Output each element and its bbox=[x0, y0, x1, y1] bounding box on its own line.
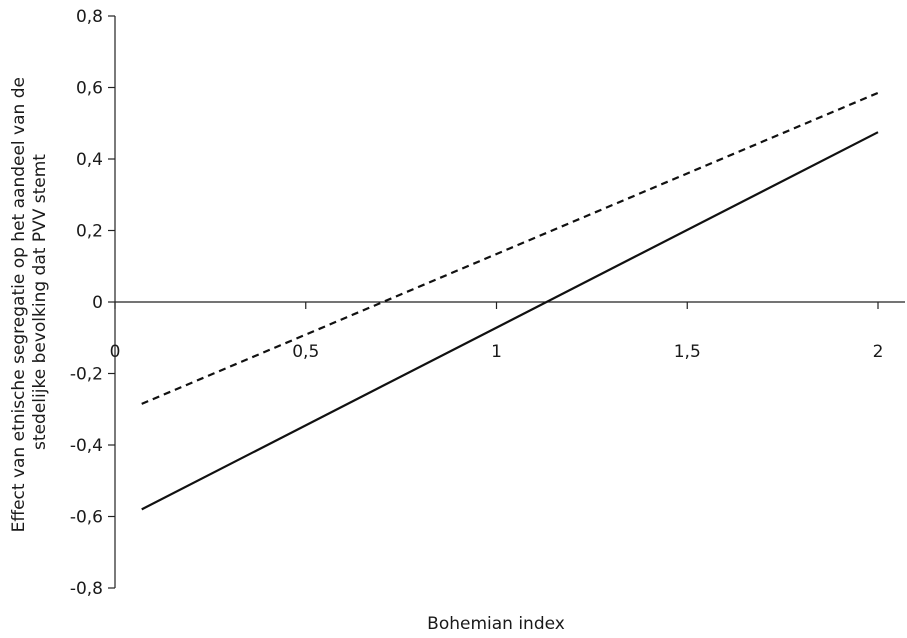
y-axis-title: Effect van etnische segregatie op het aa… bbox=[9, 72, 50, 533]
y-tick-label: 0,4 bbox=[76, 150, 103, 170]
y-tick-label: -0,4 bbox=[70, 436, 103, 456]
y-tick-label: 0,6 bbox=[76, 79, 103, 99]
y-tick-label: -0,8 bbox=[70, 579, 103, 599]
y-tick-label: 0 bbox=[92, 293, 103, 313]
x-tick-label: 1,5 bbox=[674, 342, 701, 362]
tick-labels: 0,8 0,6 0,4 0,2 0 -0,2 -0,4 -0,6 -0,8 0 0,5 1 1,5 2 bbox=[70, 7, 884, 599]
x-tick-label: 0 bbox=[110, 342, 121, 362]
series-line-dashed bbox=[141, 91, 879, 405]
y-axis-title-line-1: Effect van etnische segregatie op het aa… bbox=[9, 77, 29, 532]
axes bbox=[108, 15, 905, 589]
x-tick-label: 0,5 bbox=[292, 342, 319, 362]
series-layer bbox=[141, 91, 879, 511]
x-axis-title: Bohemian index bbox=[427, 614, 565, 634]
y-axis-title-line-2: stedelijke bevolking dat PVV stemt bbox=[30, 154, 50, 450]
y-tick-label: -0,6 bbox=[70, 508, 103, 528]
x-tick-label: 1 bbox=[491, 342, 502, 362]
y-tick-label: -0,2 bbox=[70, 365, 103, 385]
x-tick-label: 2 bbox=[873, 342, 884, 362]
series-line-solid bbox=[141, 131, 879, 511]
y-tick-label: 0,8 bbox=[76, 7, 103, 27]
y-tick-label: 0,2 bbox=[76, 222, 103, 242]
